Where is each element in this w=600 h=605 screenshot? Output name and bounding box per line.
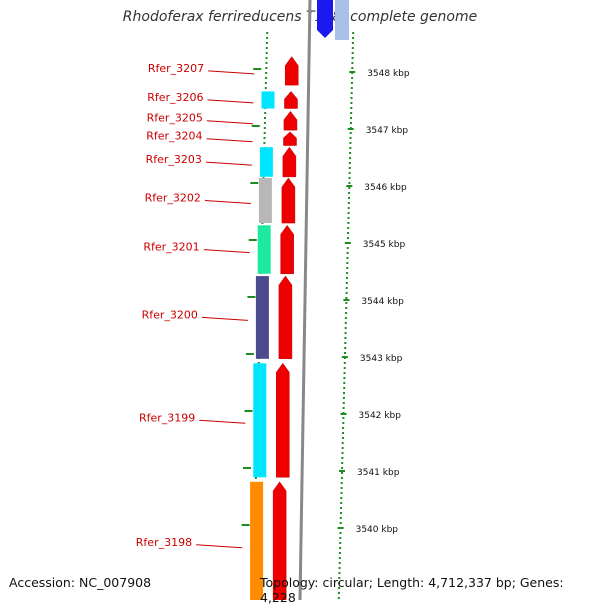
gene-rfer-3199: Rfer_3199 xyxy=(139,362,290,478)
scale-label: 3546 kbp xyxy=(364,183,407,193)
gene-function-block xyxy=(259,147,273,177)
gene-label: Rfer_3202 xyxy=(145,192,201,205)
gene-arrow xyxy=(272,481,287,600)
gene-leader-line xyxy=(201,316,248,321)
gene-rfer-3201: Rfer_3201 xyxy=(143,224,294,275)
scale-label: 3543 kbp xyxy=(360,354,403,364)
gene-rfer-3205: Rfer_3205 xyxy=(147,110,298,131)
gene-leader-line xyxy=(203,249,250,254)
scale-label: 3548 kbp xyxy=(367,69,410,79)
genome-backbone xyxy=(298,0,312,600)
gene-function-block xyxy=(257,225,271,274)
gene-rfer-3206: Rfer_3206 xyxy=(147,90,298,109)
gene-arrow xyxy=(284,90,298,109)
partial-gene-block-2 xyxy=(335,0,349,40)
gene-arrow xyxy=(282,146,297,178)
gene-arrow xyxy=(280,224,294,275)
scale-label: 3541 kbp xyxy=(357,468,400,478)
gene-rfer-3207: Rfer_3207 xyxy=(148,56,299,86)
gene-leader-line xyxy=(206,138,253,143)
gene-function-block xyxy=(258,178,272,223)
gene-label: Rfer_3204 xyxy=(146,130,202,143)
gene-label: Rfer_3205 xyxy=(147,112,203,125)
gene-leader-line xyxy=(196,544,243,549)
page-title: Rhodoferax ferrireducens T118, complete … xyxy=(122,9,478,25)
gene-arrow xyxy=(281,177,296,224)
gene-leader-line xyxy=(205,161,252,166)
scale-label: 3547 kbp xyxy=(366,126,409,136)
gene-label: Rfer_3206 xyxy=(147,91,203,104)
gene-leader-line xyxy=(206,120,253,125)
gene-arrow xyxy=(284,56,299,86)
gene-rfer-3198: Rfer_3198 xyxy=(136,481,287,600)
scale-label: 3544 kbp xyxy=(361,297,404,307)
gene-leader-line xyxy=(208,70,255,75)
gene-label: Rfer_3199 xyxy=(139,411,195,424)
gene-function-block xyxy=(250,481,264,600)
gene-rfer-3202: Rfer_3202 xyxy=(145,177,296,224)
gene-arrow xyxy=(283,131,297,146)
gene-rfer-3204: Rfer_3204 xyxy=(146,130,297,146)
gene-rfer-3200: Rfer_3200 xyxy=(142,275,293,359)
accession-label: Accession: NC_007908 xyxy=(9,575,152,590)
gene-arrow xyxy=(276,362,290,478)
gene-function-block xyxy=(261,91,275,109)
partial-gene-block xyxy=(317,0,333,30)
gene-label: Rfer_3201 xyxy=(143,241,199,254)
scale-label: 3542 kbp xyxy=(359,411,402,421)
partial-gene-arrow xyxy=(317,30,333,38)
gene-leader-line xyxy=(207,99,254,104)
gene-arrow xyxy=(278,275,293,359)
gene-rfer-3203: Rfer_3203 xyxy=(146,146,297,178)
gene-label: Rfer_3203 xyxy=(146,153,202,166)
gene-arrow xyxy=(283,110,298,131)
scale-label: 3545 kbp xyxy=(363,240,406,250)
gene-label: Rfer_3200 xyxy=(142,308,198,321)
gene-function-block xyxy=(255,276,269,359)
gene-label: Rfer_3198 xyxy=(136,536,192,549)
gene-function-block xyxy=(253,363,267,478)
gene-leader-line xyxy=(199,419,246,424)
gene-leader-line xyxy=(204,200,251,204)
gene-label: Rfer_3207 xyxy=(148,62,204,75)
topology-label: Topology: circular; Length: 4,712,337 bp… xyxy=(260,575,564,605)
scale-label: 3540 kbp xyxy=(356,525,399,535)
